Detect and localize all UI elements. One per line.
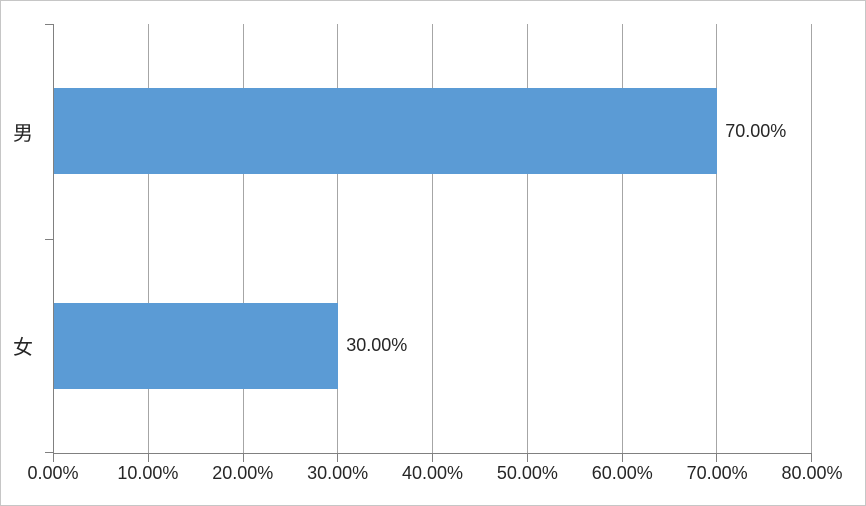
gridline [811,24,812,453]
y-axis-tick [45,24,53,25]
plot-area: 70.00% 30.00% [45,24,812,462]
x-tick-label: 50.00% [496,463,558,483]
x-tick-label: 10.00% [117,463,179,483]
category-label-男: 男 [13,122,33,145]
gridline [337,24,339,453]
x-tick-label: 0.00% [27,463,79,483]
bar-女[interactable] [54,302,339,389]
x-axis-tick [811,454,812,462]
data-label: 30.00% [346,335,408,356]
x-tick-label: 30.00% [307,463,369,483]
gridline [147,24,149,453]
gridline [716,24,718,453]
x-axis-tick [432,454,433,462]
data-label: 70.00% [725,120,787,141]
bar-row: 30.00% [54,239,812,454]
x-tick-label: 60.00% [591,463,653,483]
category-label-女: 女 [13,337,33,360]
bar-row: 70.00% [54,24,812,239]
y-axis-tick [45,452,53,453]
x-tick-label: 70.00% [686,463,748,483]
x-axis-tick [526,454,528,462]
x-axis-tick [147,454,149,462]
x-axis-tick [337,454,339,462]
gridline [242,24,244,453]
gridline [432,24,433,453]
y-axis-tick [45,238,53,240]
x-axis-tick [53,454,54,462]
x-tick-label: 20.00% [212,463,274,483]
x-axis-tick [242,454,244,462]
x-axis-tick [621,454,623,462]
x-tick-label: 40.00% [401,463,464,483]
bar-男[interactable] [54,88,718,175]
x-tick-label: 80.00% [781,463,843,483]
y-axis-category-labels: 男女 [1,24,45,453]
x-axis-tick-labels: 0.00% 10.00% 20.00% 30.00% 40.00% 50.00% 60.00… [27,463,842,487]
gridline [526,24,528,453]
gridline [621,24,623,453]
bar-rows: 70.00% 30.00% [54,24,812,453]
x-axis-tick [716,454,718,462]
